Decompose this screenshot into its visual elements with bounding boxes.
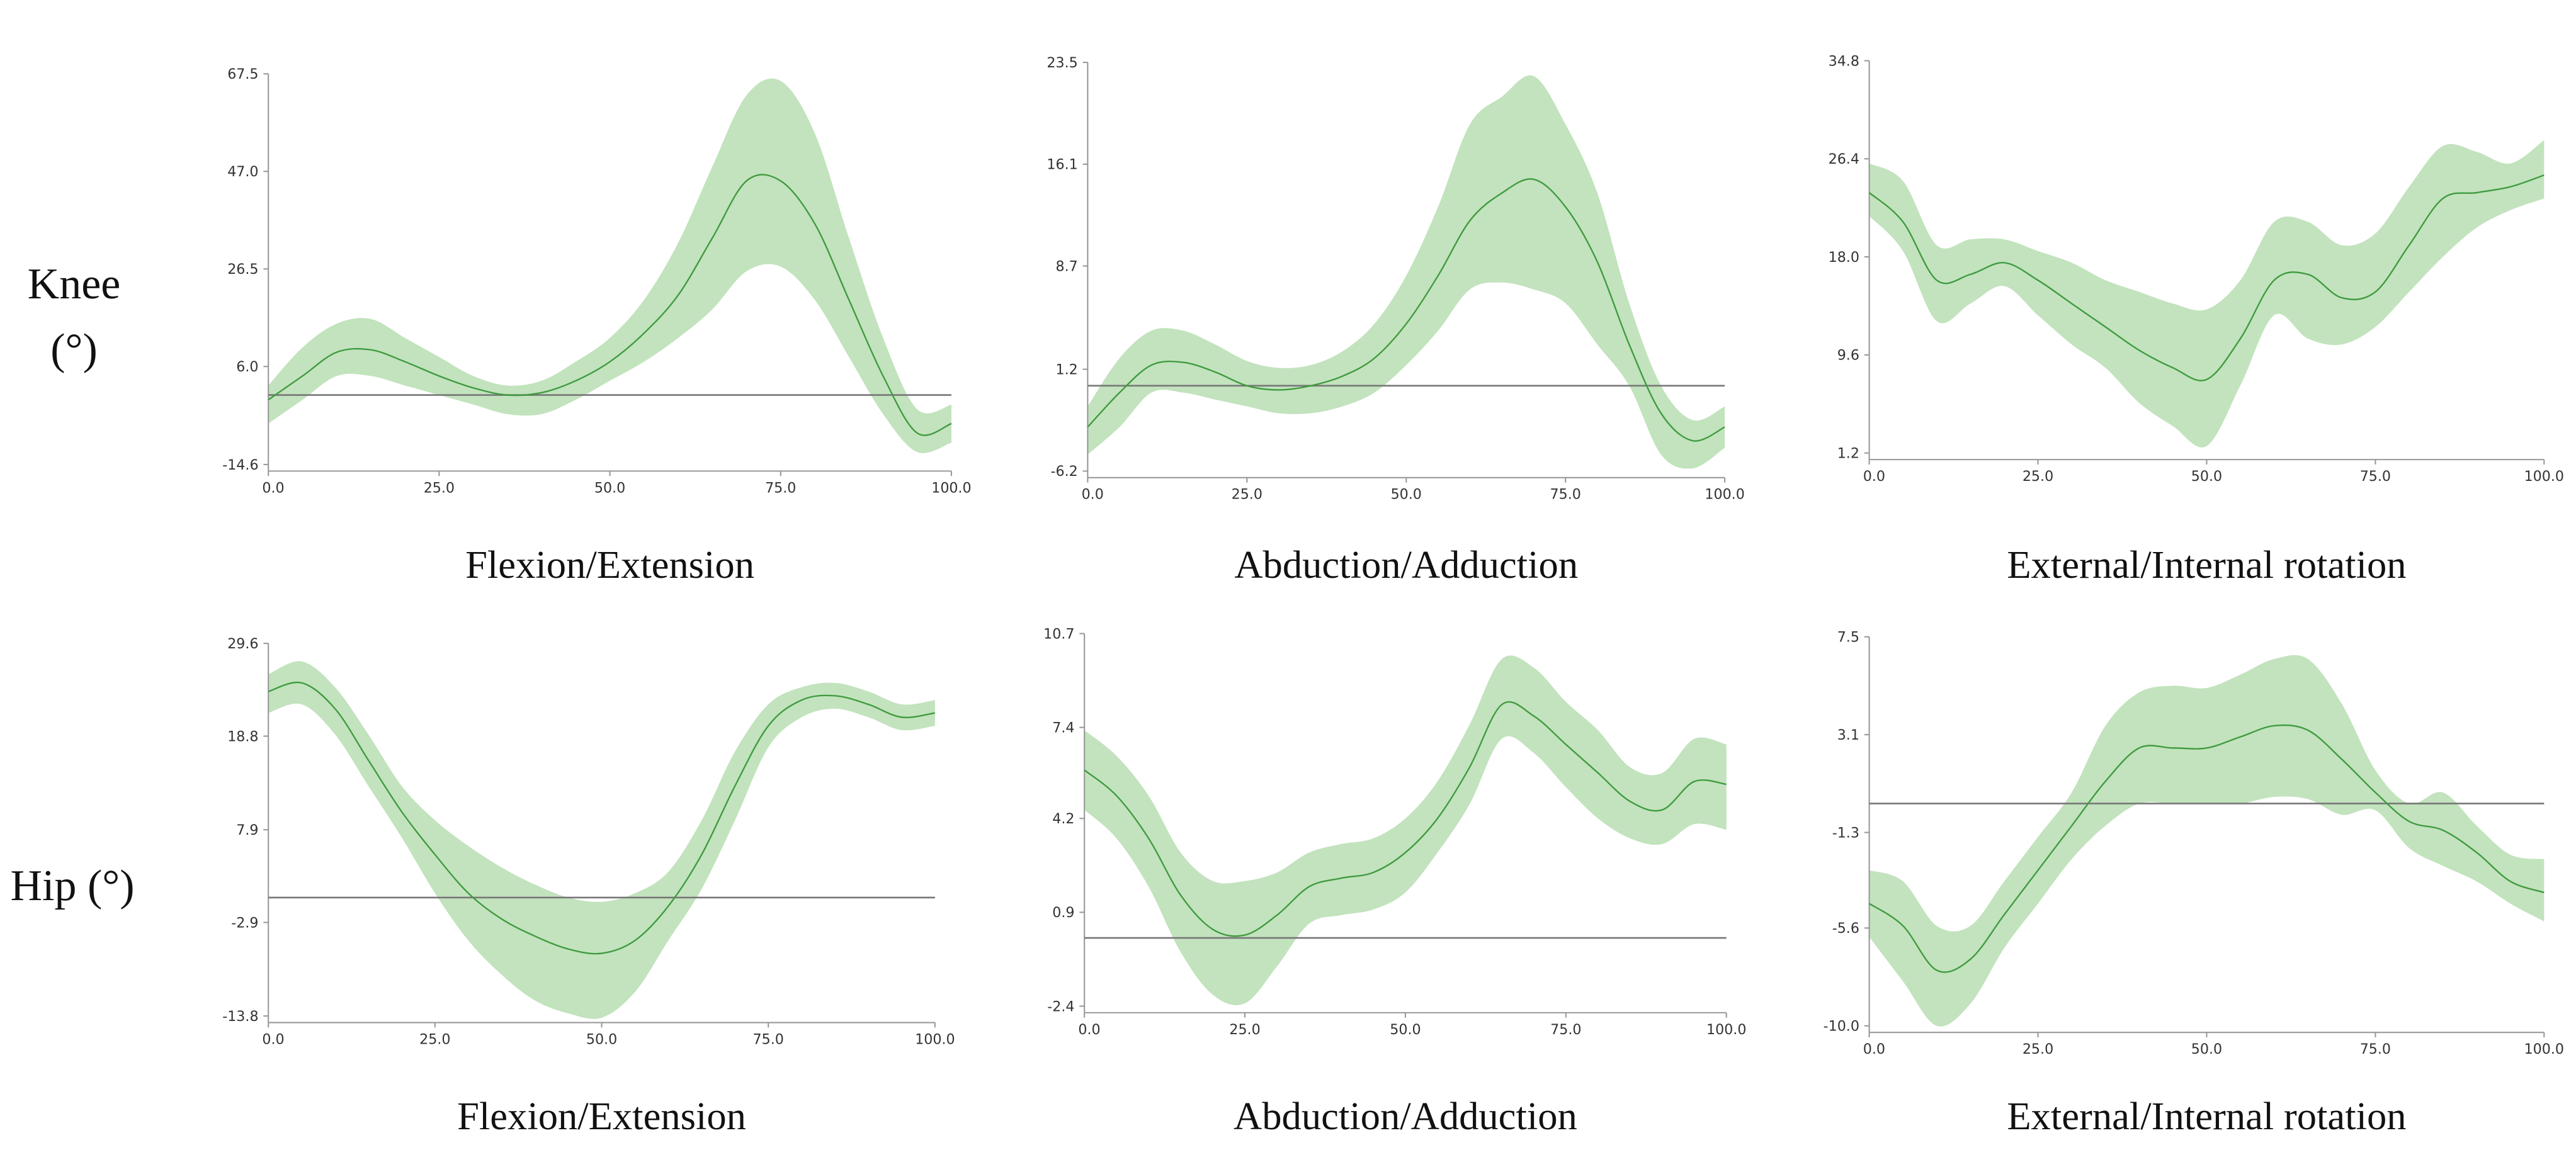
y-tick-label: 1.2	[1837, 446, 1859, 462]
chart-title: Abduction/Adduction	[1234, 1094, 1577, 1138]
y-tick-label: 34.8	[1829, 53, 1859, 69]
x-tick-label: 100.0	[2524, 468, 2564, 485]
y-tick-label: 9.6	[1837, 347, 1859, 364]
x-tick-label: 100.0	[1705, 487, 1744, 503]
y-tick-label: 8.7	[1055, 258, 1077, 274]
x-tick-label: 25.0	[419, 1031, 450, 1047]
y-tick-label: 67.5	[227, 66, 258, 82]
x-tick-label: 0.0	[1082, 487, 1104, 503]
mean-line	[268, 681, 936, 955]
x-tick-label: 100.0	[2524, 1041, 2564, 1057]
band	[1087, 75, 1725, 469]
y-tick-label: -1.3	[1832, 825, 1859, 841]
y-tick-label: 18.0	[1829, 249, 1859, 266]
x-tick-label: 25.0	[2023, 468, 2053, 485]
y-tick-label: 47.0	[227, 164, 258, 180]
y-tick-label: 6.0	[236, 359, 258, 375]
chart-title: External/Internal rotation	[2007, 1094, 2406, 1138]
x-tick-label: 50.0	[1390, 1022, 1421, 1038]
band	[268, 78, 951, 453]
row-label: Hip (°)	[10, 862, 135, 910]
y-tick-label: -10.0	[1824, 1018, 1859, 1035]
x-tick-label: 75.0	[765, 480, 796, 496]
x-tick-label: 75.0	[753, 1031, 784, 1047]
x-tick-label: 75.0	[2360, 1041, 2391, 1057]
y-tick-label: 18.8	[227, 728, 258, 745]
band	[1084, 655, 1727, 1005]
y-tick-label: -14.6	[222, 457, 258, 473]
mean-line	[1868, 724, 2545, 973]
x-tick-label: 50.0	[2191, 1041, 2222, 1057]
mean-line	[1084, 701, 1727, 937]
x-tick-label: 0.0	[1078, 1022, 1100, 1038]
x-tick-label: 50.0	[2191, 468, 2222, 485]
mean-line	[268, 174, 952, 436]
x-tick-label: 0.0	[262, 480, 284, 496]
x-tick-label: 0.0	[1863, 468, 1885, 485]
x-tick-label: 25.0	[2023, 1041, 2053, 1057]
x-tick-label: 25.0	[1232, 487, 1262, 503]
y-tick-label: 26.4	[1829, 151, 1859, 167]
x-tick-label: 50.0	[586, 1031, 617, 1047]
y-tick-label: 23.5	[1047, 55, 1077, 71]
x-tick-label: 75.0	[1550, 1022, 1581, 1038]
mean-line	[1087, 178, 1725, 442]
x-tick-label: 50.0	[1391, 487, 1422, 503]
x-tick-label: 0.0	[262, 1031, 284, 1047]
y-tick-label: 29.6	[227, 636, 258, 652]
y-tick-label: 10.7	[1043, 626, 1074, 642]
chart-title: External/Internal rotation	[2007, 543, 2406, 587]
y-tick-label: 4.2	[1052, 811, 1074, 827]
band	[268, 661, 935, 1019]
chart-title: Flexion/Extension	[465, 543, 754, 587]
x-tick-label: 75.0	[1550, 487, 1581, 503]
y-tick-label: 16.1	[1047, 157, 1077, 173]
y-tick-label: -6.2	[1050, 463, 1077, 480]
y-tick-label: 7.9	[236, 822, 258, 838]
y-tick-label: -5.6	[1832, 920, 1859, 937]
y-tick-label: 7.4	[1052, 719, 1074, 736]
chart-title: Abduction/Adduction	[1234, 543, 1578, 587]
x-tick-label: 25.0	[1229, 1022, 1260, 1038]
x-tick-label: 100.0	[1706, 1022, 1746, 1038]
y-tick-label: 7.5	[1837, 629, 1859, 646]
y-tick-label: 0.9	[1052, 905, 1074, 921]
chart-title: Flexion/Extension	[457, 1094, 746, 1138]
x-tick-label: 50.0	[594, 480, 625, 496]
x-tick-label: 0.0	[1863, 1041, 1885, 1057]
band	[1869, 655, 2545, 1027]
y-tick-label: -2.9	[231, 915, 258, 931]
y-tick-label: -2.4	[1047, 998, 1074, 1015]
x-tick-label: 75.0	[2360, 468, 2391, 485]
row-label: Knee (°)	[27, 260, 121, 374]
y-tick-label: 3.1	[1837, 727, 1859, 743]
x-tick-label: 25.0	[424, 480, 455, 496]
y-tick-label: -13.8	[222, 1008, 258, 1025]
mean-line	[1868, 174, 2545, 381]
x-tick-label: 100.0	[915, 1031, 955, 1047]
band	[1869, 140, 2545, 448]
x-tick-label: 100.0	[931, 480, 971, 496]
y-tick-label: 1.2	[1055, 361, 1077, 378]
y-tick-label: 26.5	[227, 261, 258, 278]
